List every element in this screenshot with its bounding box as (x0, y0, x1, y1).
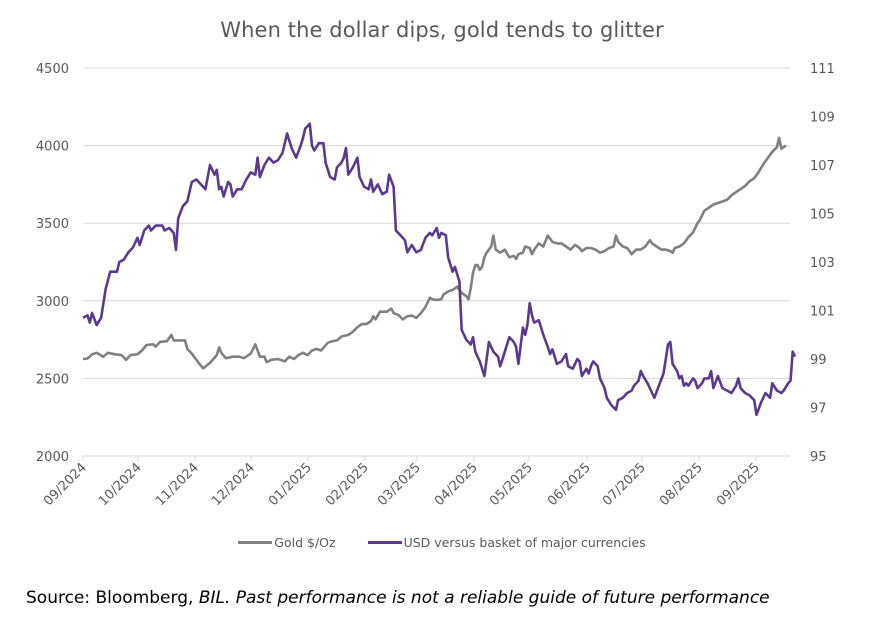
y-left-tick-label: 4000 (36, 140, 69, 155)
source-prefix: Source: Bloomberg, (26, 588, 199, 608)
x-tick-label: 12/2024 (209, 460, 258, 509)
y-right-tick-label: 107 (810, 159, 835, 174)
x-tick-label: 09/2024 (41, 460, 90, 509)
legend-swatch-usd (367, 541, 402, 544)
x-tick-label: 10/2024 (96, 460, 145, 509)
x-tick-label: 07/2025 (600, 460, 649, 509)
gridlines (83, 67, 790, 457)
series-layer (82, 122, 797, 417)
x-tick-label: 02/2025 (323, 460, 372, 509)
y-right-tick-label: 109 (810, 111, 835, 126)
y-right-tick-label: 99 (810, 353, 827, 368)
x-tick-label: 06/2025 (545, 460, 594, 509)
chart-title: When the dollar dips, gold tends to glit… (220, 18, 664, 42)
x-tick-label: 05/2025 (487, 460, 536, 509)
y-left-tick-label: 3500 (36, 217, 69, 232)
legend-label-usd: USD versus basket of major currencies (403, 535, 646, 550)
y-left-tick-label: 2000 (36, 450, 69, 465)
y-axis-right: 95 97 99 101 103 105 107 109 111 (810, 62, 835, 465)
y-right-tick-label: 105 (810, 208, 835, 223)
y-right-tick-label: 111 (810, 62, 835, 77)
y-right-tick-label: 101 (810, 305, 835, 320)
y-right-tick-label: 95 (810, 450, 827, 465)
x-tick-label: 11/2024 (153, 460, 202, 509)
x-axis: 09/2024 10/2024 11/2024 12/2024 01/2025 02/20… (41, 455, 790, 509)
series-line-usd (82, 122, 797, 417)
source-note: Source: Bloomberg, BIL. Past performance… (26, 588, 770, 608)
x-tick-label: 08/2025 (657, 460, 706, 509)
y-left-tick-label: 3000 (36, 295, 69, 310)
y-left-tick-label: 2500 (36, 372, 69, 387)
legend: Gold $/Oz USD versus basket of major cur… (0, 535, 884, 550)
y-left-tick-label: 4500 (36, 62, 69, 77)
legend-swatch-gold (238, 541, 273, 544)
x-tick-label: 01/2025 (266, 460, 315, 509)
y-right-tick-label: 103 (810, 256, 835, 271)
series-line-gold (82, 136, 787, 370)
x-tick-label: 09/2025 (714, 460, 763, 509)
legend-item-gold: Gold $/Oz (238, 535, 336, 550)
x-tick-label: 04/2025 (432, 460, 481, 509)
x-tick-label: 03/2025 (375, 460, 424, 509)
legend-label-gold: Gold $/Oz (274, 535, 336, 550)
source-disclaimer: BIL. Past performance is not a reliable … (198, 588, 770, 608)
legend-item-usd: USD versus basket of major currencies (367, 535, 646, 550)
y-right-tick-label: 97 (810, 402, 827, 417)
y-axis-left: 2000 2500 3000 3500 4000 4500 (36, 62, 69, 465)
